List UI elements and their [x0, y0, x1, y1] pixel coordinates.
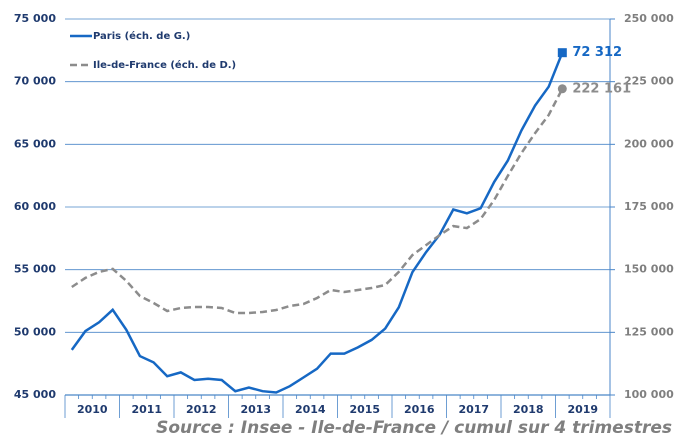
- y2-tick-label: 100 000: [624, 388, 674, 401]
- y-tick-label: 75 000: [14, 12, 56, 25]
- y-tick-label: 60 000: [14, 200, 56, 213]
- legend-label: Ile-de-France (éch. de D.): [93, 59, 236, 71]
- x-tick-label: 2011: [131, 403, 162, 416]
- data-label: 72 312: [572, 45, 622, 60]
- legend-label: Paris (éch. de G.): [93, 30, 190, 42]
- x-tick-label: 2014: [295, 403, 326, 416]
- y-tick-label: 50 000: [14, 325, 56, 338]
- x-tick-label: 2013: [240, 403, 271, 416]
- end-marker: [557, 48, 567, 58]
- y2-tick-label: 150 000: [624, 263, 674, 276]
- y2-tick-label: 125 000: [624, 325, 674, 338]
- x-tick-label: 2012: [186, 403, 217, 416]
- x-tick-label: 2015: [349, 403, 380, 416]
- x-tick-label: 2016: [404, 403, 435, 416]
- y2-tick-label: 200 000: [624, 137, 674, 150]
- x-tick-label: 2019: [567, 403, 598, 416]
- series-line: [71, 88, 564, 315]
- y-tick-label: 70 000: [14, 75, 56, 88]
- source: Source : Insee - Ile-de-France / cumul s…: [156, 418, 672, 438]
- end-marker: [557, 84, 567, 94]
- x-tick-label: 2018: [513, 403, 544, 416]
- x-tick-label: 2017: [458, 403, 489, 416]
- series-line: [70, 52, 564, 394]
- x-tick-label: 2010: [77, 403, 108, 416]
- data-label: 222 161: [572, 81, 631, 96]
- y2-tick-label: 250 000: [624, 12, 674, 25]
- y2-tick-label: 225 000: [624, 75, 674, 88]
- y-tick-label: 65 000: [14, 137, 56, 150]
- y-tick-label: 55 000: [14, 263, 56, 276]
- y-tick-label: 45 000: [14, 388, 56, 401]
- y2-tick-label: 175 000: [624, 200, 674, 213]
